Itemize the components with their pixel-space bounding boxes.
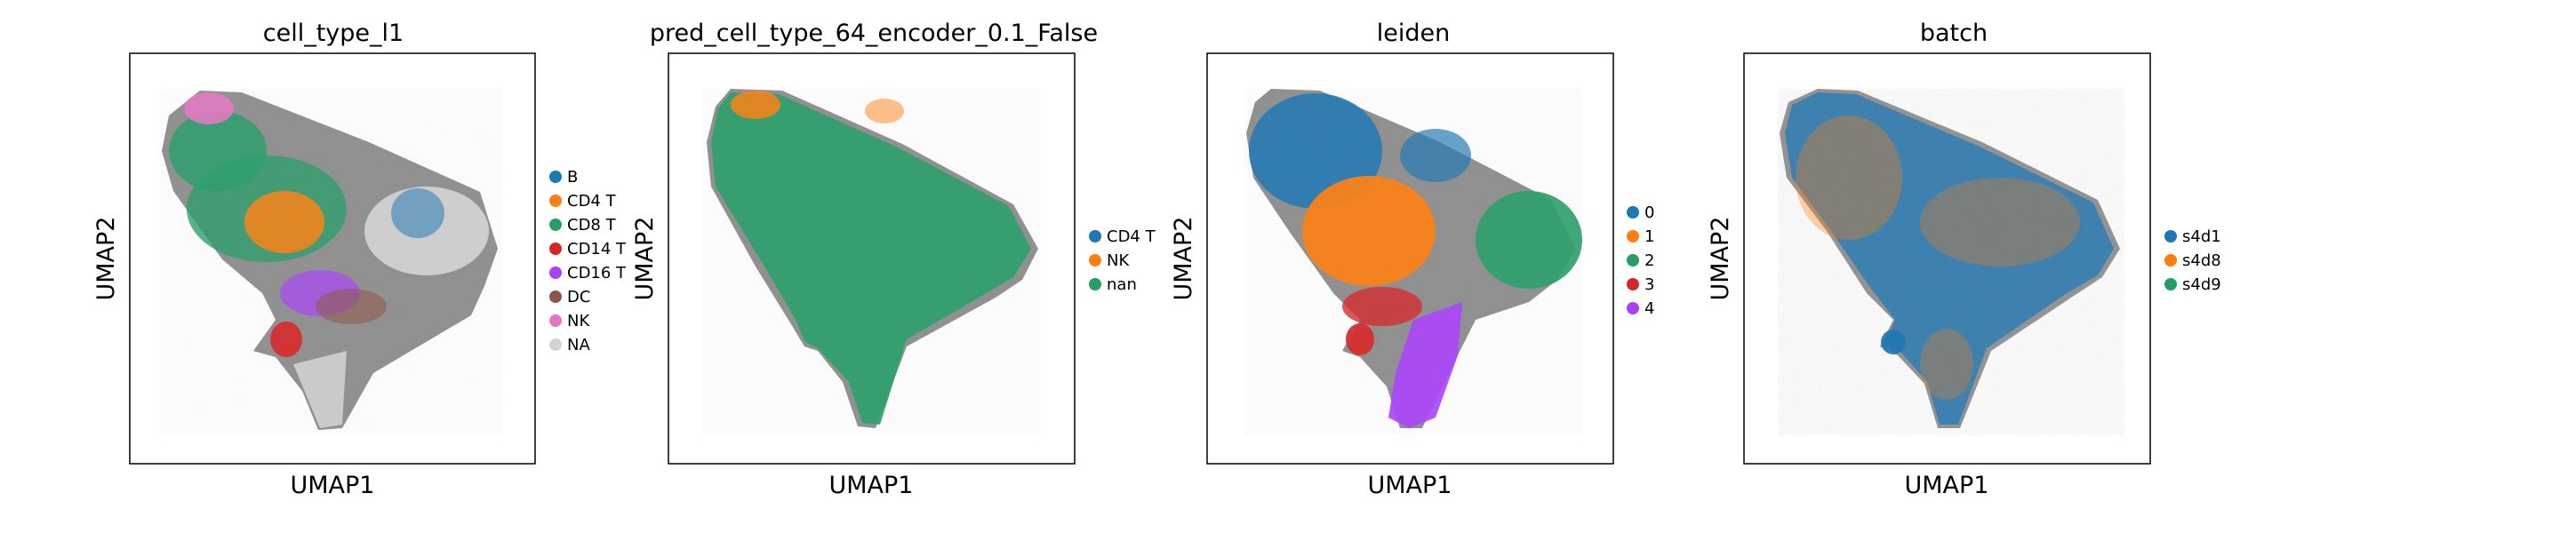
legend-marker bbox=[1627, 278, 1639, 290]
legend-marker bbox=[549, 290, 562, 303]
legend-item: NK bbox=[549, 312, 590, 330]
legend-marker bbox=[549, 219, 562, 231]
legend-item: 2 bbox=[1627, 251, 1654, 270]
legend-marker bbox=[1089, 230, 1101, 243]
legend-label: DC bbox=[567, 288, 590, 306]
legend-label: s4d8 bbox=[2182, 251, 2221, 270]
panel-1-scatter bbox=[160, 89, 502, 435]
legend-item: CD4 T bbox=[549, 192, 617, 211]
panel-3-title: leiden bbox=[1377, 20, 1450, 47]
panel-4-legend: s4d1 s4d8 s4d9 bbox=[2164, 227, 2221, 294]
legend-marker bbox=[549, 314, 562, 327]
legend-item: s4d9 bbox=[2164, 275, 2221, 294]
legend-item: CD16 T bbox=[549, 264, 627, 282]
legend-item: CD8 T bbox=[549, 216, 617, 235]
panel-2-title: pred_cell_type_64_encoder_0.1_False bbox=[650, 20, 1098, 47]
legend-label: 4 bbox=[1644, 299, 1654, 318]
panel-3-y-axis-label: UMAP2 bbox=[1170, 217, 1197, 301]
legend-marker bbox=[2164, 254, 2177, 266]
legend-label: B bbox=[567, 168, 578, 187]
panel-leiden: leiden UMAP1 UMAP2 0 1 2 3 4 bbox=[1170, 20, 1654, 499]
panel-3-legend: 0 1 2 3 4 bbox=[1627, 203, 1654, 318]
panel-1-legend: B CD4 T CD8 T CD14 T CD16 T DC NK NA bbox=[549, 168, 627, 354]
legend-item: NK bbox=[1089, 251, 1130, 270]
panel-1-title: cell_type_l1 bbox=[263, 20, 404, 47]
panel-4-x-axis-label: UMAP1 bbox=[1905, 472, 1989, 499]
legend-label: s4d9 bbox=[2182, 275, 2221, 294]
legend-item: 3 bbox=[1627, 275, 1654, 294]
legend-item: CD14 T bbox=[549, 240, 627, 259]
panel-4-frame bbox=[1743, 52, 2151, 465]
panel-4-scatter bbox=[1778, 89, 2124, 435]
legend-item: nan bbox=[1089, 275, 1137, 294]
panel-4-y-axis-label: UMAP2 bbox=[1707, 217, 1734, 301]
legend-label: 2 bbox=[1644, 251, 1654, 270]
legend-label: CD8 T bbox=[567, 216, 617, 235]
legend-item: 4 bbox=[1627, 299, 1654, 318]
legend-label: 0 bbox=[1644, 203, 1654, 222]
legend-marker bbox=[1627, 230, 1639, 243]
legend-marker bbox=[1089, 278, 1101, 290]
legend-label: s4d1 bbox=[2182, 227, 2221, 246]
legend-label: CD16 T bbox=[567, 264, 627, 282]
panel-1-frame bbox=[129, 52, 536, 465]
legend-marker bbox=[1089, 254, 1101, 266]
legend-marker bbox=[1627, 206, 1639, 219]
legend-label: CD4 T bbox=[567, 192, 617, 211]
legend-marker bbox=[2164, 278, 2177, 290]
panel-3-frame bbox=[1206, 52, 1614, 465]
legend-marker bbox=[1627, 302, 1639, 314]
panel-3-x-axis-label: UMAP1 bbox=[1368, 472, 1452, 499]
legend-marker bbox=[549, 195, 562, 207]
panel-1-y-axis-label: UMAP2 bbox=[92, 217, 120, 301]
legend-label: NA bbox=[567, 336, 590, 354]
legend-item: 1 bbox=[1627, 227, 1654, 246]
legend-label: 3 bbox=[1644, 275, 1654, 294]
legend-label: CD14 T bbox=[567, 240, 627, 259]
panel-2-x-axis-label: UMAP1 bbox=[829, 472, 914, 499]
legend-label: CD4 T bbox=[1107, 227, 1156, 246]
legend-item: B bbox=[549, 168, 578, 187]
legend-label: NK bbox=[1107, 251, 1130, 270]
legend-item: NA bbox=[549, 336, 590, 354]
panel-4-title: batch bbox=[1920, 20, 1988, 47]
legend-marker bbox=[549, 243, 562, 255]
legend-label: 1 bbox=[1644, 227, 1654, 246]
legend-marker bbox=[2164, 230, 2177, 243]
panel-1-x-axis-label: UMAP1 bbox=[291, 472, 375, 499]
legend-item: DC bbox=[549, 288, 590, 306]
legend-marker bbox=[549, 338, 562, 351]
legend-marker bbox=[1627, 254, 1639, 266]
panel-pred-cell-type: pred_cell_type_64_encoder_0.1_False UMAP… bbox=[631, 20, 1156, 499]
legend-label: nan bbox=[1107, 275, 1137, 294]
legend-marker bbox=[549, 266, 562, 279]
legend-marker bbox=[549, 171, 562, 183]
panel-2-scatter bbox=[702, 89, 1040, 435]
legend-label: NK bbox=[567, 312, 590, 330]
legend-item: s4d1 bbox=[2164, 227, 2221, 246]
legend-item: 0 bbox=[1627, 203, 1654, 222]
panel-batch: batch UMAP1 UMAP2 s4d1 s4d8 s4d9 bbox=[1707, 20, 2221, 499]
panel-2-y-axis-label: UMAP2 bbox=[631, 217, 659, 301]
panel-2-frame bbox=[668, 52, 1076, 465]
panel-3-scatter bbox=[1244, 89, 1582, 435]
legend-item: s4d8 bbox=[2164, 251, 2221, 270]
legend-item: CD4 T bbox=[1089, 227, 1156, 246]
panel-cell-type-l1: cell_type_l1 UMAP1 UMAP2 B CD4 T CD8 T CD14… bbox=[92, 20, 627, 499]
panel-2-legend: CD4 T NK nan bbox=[1089, 227, 1156, 294]
